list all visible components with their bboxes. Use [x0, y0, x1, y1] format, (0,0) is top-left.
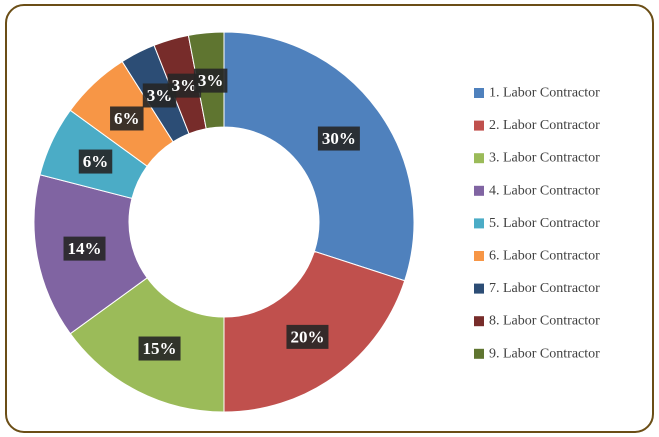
- data-label: 20%: [286, 324, 329, 349]
- data-label: 30%: [317, 126, 360, 151]
- legend-swatch: [474, 283, 484, 294]
- legend-label: 4. Labor Contractor: [489, 183, 600, 198]
- data-label-bg: [286, 324, 329, 349]
- data-label-text: 3%: [147, 86, 173, 105]
- data-label-bg: [78, 149, 113, 174]
- legend-label: 2. Labor Contractor: [489, 118, 600, 133]
- data-label: 15%: [138, 336, 181, 361]
- data-label-text: 3%: [172, 76, 198, 95]
- data-label-text: 6%: [114, 109, 140, 128]
- legend-label: 5. Labor Contractor: [489, 216, 600, 231]
- legend-label: 6. Labor Contractor: [489, 249, 600, 264]
- legend-swatch: [474, 88, 484, 98]
- data-label: 6%: [110, 106, 144, 131]
- legend-label: 3. Labor Contractor: [489, 151, 600, 166]
- data-label-text: 14%: [68, 239, 102, 258]
- legend-swatch: [474, 218, 484, 229]
- data-label-bg: [110, 106, 144, 131]
- data-label-text: 30%: [322, 129, 356, 148]
- data-label: 3%: [193, 68, 228, 93]
- data-label-text: 20%: [290, 327, 324, 346]
- legend-swatch: [474, 348, 484, 359]
- legend-label: 7. Labor Contractor: [489, 281, 600, 296]
- legend-swatch: [474, 153, 484, 164]
- data-label-bg: [193, 68, 228, 93]
- legend-swatch: [474, 316, 484, 327]
- legend-label: 1. Labor Contractor: [489, 86, 600, 101]
- data-label: 14%: [63, 236, 106, 261]
- legend-label: 8. Labor Contractor: [489, 314, 600, 329]
- data-label-bg: [317, 126, 360, 151]
- data-label-bg: [63, 236, 106, 261]
- donut-segment: [223, 31, 415, 282]
- data-label-text: 6%: [83, 152, 109, 171]
- data-label-text: 15%: [143, 339, 177, 358]
- legend-swatch: [474, 251, 484, 261]
- data-label: 6%: [78, 149, 113, 174]
- legend-swatch: [474, 185, 484, 196]
- legend-label: 9. Labor Contractor: [489, 346, 600, 361]
- data-label-text: 3%: [198, 71, 224, 90]
- data-label-bg: [138, 336, 181, 361]
- legend-swatch: [474, 120, 484, 131]
